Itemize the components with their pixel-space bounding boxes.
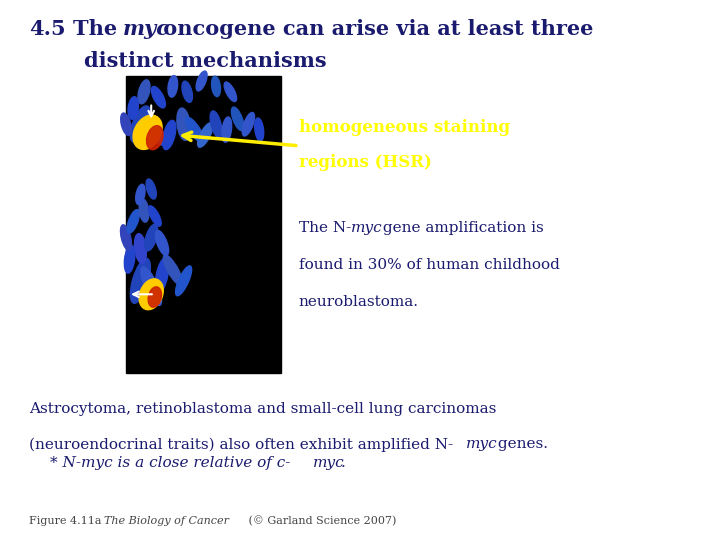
Text: 4.5: 4.5 (29, 19, 66, 39)
Ellipse shape (139, 199, 149, 222)
Text: * N-myc is a close relative of c-: * N-myc is a close relative of c- (50, 456, 291, 470)
Ellipse shape (156, 231, 168, 255)
Ellipse shape (125, 245, 135, 273)
Text: neuroblastoma.: neuroblastoma. (299, 295, 419, 309)
Text: .: . (341, 456, 346, 470)
Ellipse shape (138, 80, 150, 104)
Ellipse shape (212, 76, 220, 97)
Text: myc: myc (351, 221, 382, 235)
Ellipse shape (222, 117, 232, 142)
Ellipse shape (127, 210, 140, 233)
Ellipse shape (255, 118, 264, 141)
Ellipse shape (185, 117, 204, 142)
Ellipse shape (156, 258, 168, 293)
Text: distinct mechanisms: distinct mechanisms (84, 51, 327, 71)
Ellipse shape (135, 184, 145, 205)
Ellipse shape (133, 115, 162, 150)
Text: The N-: The N- (299, 221, 351, 235)
Ellipse shape (210, 111, 222, 138)
Ellipse shape (148, 206, 161, 226)
Text: homogeneous staining: homogeneous staining (299, 119, 510, 136)
Text: (neuroendocrinal traits) also often exhibit amplified N-: (neuroendocrinal traits) also often exhi… (29, 437, 453, 452)
Text: found in 30% of human childhood: found in 30% of human childhood (299, 258, 559, 272)
Ellipse shape (146, 179, 156, 199)
Text: oncogene can arise via at least three: oncogene can arise via at least three (156, 19, 593, 39)
Ellipse shape (151, 86, 166, 108)
Ellipse shape (139, 279, 163, 310)
Ellipse shape (196, 71, 207, 91)
Text: The Biology of Cancer: The Biology of Cancer (104, 516, 230, 526)
Ellipse shape (182, 81, 192, 103)
Bar (126, 76, 281, 373)
Ellipse shape (130, 106, 150, 143)
Ellipse shape (120, 225, 132, 251)
Ellipse shape (242, 112, 255, 136)
Text: myc: myc (313, 456, 345, 470)
Ellipse shape (177, 108, 190, 140)
Ellipse shape (146, 126, 163, 150)
Ellipse shape (176, 266, 192, 296)
Ellipse shape (141, 267, 161, 306)
Ellipse shape (145, 114, 164, 145)
Text: gene amplification is: gene amplification is (378, 221, 544, 235)
Ellipse shape (135, 234, 146, 263)
Ellipse shape (130, 258, 150, 303)
Ellipse shape (197, 123, 213, 147)
Text: myc: myc (466, 437, 498, 451)
Ellipse shape (163, 255, 182, 285)
Ellipse shape (168, 76, 178, 97)
Ellipse shape (224, 82, 237, 102)
Ellipse shape (148, 287, 161, 307)
Ellipse shape (121, 113, 131, 136)
Ellipse shape (128, 97, 138, 119)
Ellipse shape (231, 107, 244, 131)
Text: Figure 4.11a: Figure 4.11a (29, 516, 108, 526)
Text: genes.: genes. (493, 437, 548, 451)
Text: (© Garland Science 2007): (© Garland Science 2007) (245, 516, 396, 526)
Text: myc: myc (122, 19, 169, 39)
Ellipse shape (163, 120, 176, 150)
Ellipse shape (145, 224, 158, 251)
Text: regions (HSR): regions (HSR) (299, 154, 432, 171)
Text: The: The (73, 19, 125, 39)
Text: Astrocytoma, retinoblastoma and small-cell lung carcinomas: Astrocytoma, retinoblastoma and small-ce… (29, 402, 496, 416)
